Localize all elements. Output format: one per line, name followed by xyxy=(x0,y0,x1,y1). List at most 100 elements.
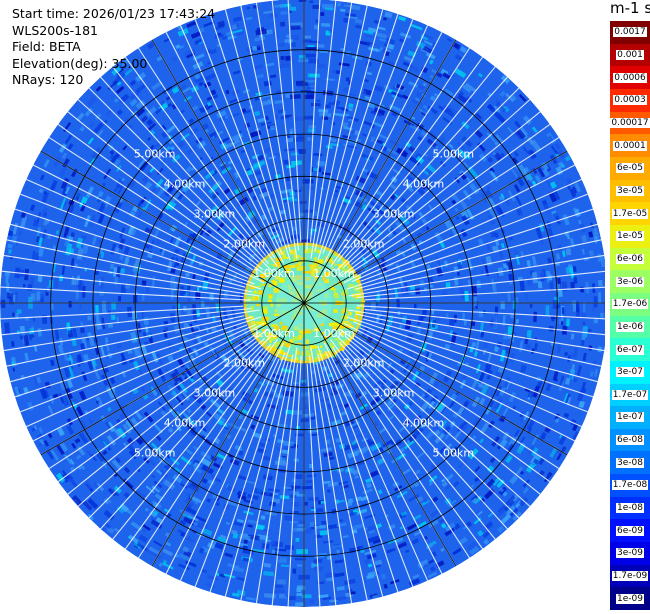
backscatter-speckle xyxy=(41,207,49,217)
backscatter-speckle xyxy=(502,315,506,326)
near-field-speckle xyxy=(305,333,313,337)
backscatter-speckle xyxy=(59,442,69,453)
backscatter-speckle xyxy=(408,401,414,407)
backscatter-speckle xyxy=(320,404,325,408)
backscatter-speckle xyxy=(368,440,375,447)
backscatter-speckle xyxy=(593,318,598,324)
backscatter-speckle xyxy=(475,363,481,374)
backscatter-speckle xyxy=(194,75,205,84)
backscatter-speckle xyxy=(405,204,416,215)
near-field-speckle xyxy=(337,341,344,344)
backscatter-speckle xyxy=(81,337,88,349)
backscatter-speckle xyxy=(416,451,426,459)
backscatter-speckle xyxy=(237,474,249,481)
backscatter-speckle xyxy=(62,158,70,168)
near-field-speckle xyxy=(255,321,263,325)
backscatter-speckle xyxy=(155,434,162,442)
ray-gap-line xyxy=(48,136,254,271)
near-field-speckle xyxy=(333,292,338,297)
backscatter-speckle xyxy=(95,304,99,313)
backscatter-speckle xyxy=(302,209,313,213)
backscatter-speckle xyxy=(263,570,275,577)
near-field-speckle xyxy=(300,266,306,271)
backscatter-speckle xyxy=(389,139,399,147)
backscatter-speckle xyxy=(500,152,506,159)
backscatter-speckle xyxy=(14,386,21,398)
backscatter-speckle xyxy=(409,123,420,132)
backscatter-speckle xyxy=(304,79,317,83)
backscatter-speckle xyxy=(210,48,218,55)
backscatter-speckle xyxy=(569,266,575,279)
backscatter-speckle xyxy=(439,136,446,143)
backscatter-speckle xyxy=(272,373,285,380)
backscatter-speckle xyxy=(418,108,428,115)
backscatter-speckle xyxy=(427,571,437,579)
backscatter-speckle xyxy=(269,124,276,131)
backscatter-speckle xyxy=(7,230,14,237)
backscatter-speckle xyxy=(136,211,143,219)
backscatter-speckle xyxy=(209,205,219,215)
backscatter-speckle xyxy=(280,60,290,64)
colorbar-title: m-1 sr-1 xyxy=(610,0,650,17)
ray-gap-line xyxy=(328,25,429,248)
backscatter-speckle xyxy=(90,146,102,160)
backscatter-speckle xyxy=(299,187,305,191)
backscatter-speckle xyxy=(367,207,378,216)
backscatter-speckle xyxy=(285,93,291,99)
backscatter-speckle xyxy=(38,427,44,434)
near-field-speckle xyxy=(296,266,299,271)
near-field-speckle xyxy=(269,346,276,352)
backscatter-speckle xyxy=(177,335,185,344)
backscatter-speckle xyxy=(420,33,429,41)
backscatter-speckle xyxy=(384,11,393,19)
backscatter-speckle xyxy=(405,173,415,183)
backscatter-speckle xyxy=(506,126,514,135)
backscatter-speckle xyxy=(304,501,308,506)
near-field-speckle xyxy=(305,350,310,354)
backscatter-speckle xyxy=(295,537,300,542)
backscatter-speckle xyxy=(231,132,244,142)
backscatter-speckle xyxy=(327,456,335,461)
backscatter-speckle xyxy=(187,409,192,414)
backscatter-speckle xyxy=(87,315,92,321)
backscatter-speckle xyxy=(231,23,238,30)
backscatter-speckle xyxy=(76,445,86,456)
near-field-speckle xyxy=(316,334,322,337)
backscatter-speckle xyxy=(558,318,562,325)
backscatter-speckle xyxy=(274,588,286,594)
backscatter-speckle xyxy=(191,254,197,264)
near-field-speckle xyxy=(313,327,321,332)
backscatter-speckle xyxy=(182,546,190,553)
backscatter-speckle xyxy=(169,313,176,323)
ray-gap-line xyxy=(209,13,291,261)
ray-gap-line xyxy=(336,66,496,263)
ray-gap-line xyxy=(317,345,399,593)
backscatter-speckle xyxy=(403,440,415,450)
backscatter-speckle xyxy=(463,400,471,409)
backscatter-speckle xyxy=(46,219,50,224)
backscatter-speckle xyxy=(283,440,294,447)
ray-gap-line xyxy=(335,334,520,519)
backscatter-speckle xyxy=(243,539,248,544)
backscatter-speckle xyxy=(366,574,375,580)
backscatter-speckle xyxy=(322,540,334,544)
ray-gap-line xyxy=(362,318,598,383)
backscatter-speckle xyxy=(416,521,427,529)
backscatter-speckle xyxy=(234,444,243,452)
backscatter-speckle xyxy=(289,94,301,100)
backscatter-speckle xyxy=(68,354,74,365)
backscatter-speckle xyxy=(495,102,507,113)
backscatter-speckle xyxy=(332,112,345,117)
backscatter-speckle xyxy=(303,39,312,43)
backscatter-speckle xyxy=(386,547,396,554)
backscatter-speckle xyxy=(564,393,571,405)
backscatter-speckle xyxy=(75,357,81,367)
backscatter-speckle xyxy=(304,115,313,120)
backscatter-speckle xyxy=(332,380,340,386)
backscatter-speckle xyxy=(324,104,331,109)
ray-gap-line xyxy=(0,305,244,320)
backscatter-speckle xyxy=(184,447,194,456)
backscatter-speckle xyxy=(547,135,554,142)
backscatter-speckle xyxy=(388,61,397,66)
near-field-speckle xyxy=(350,318,354,322)
